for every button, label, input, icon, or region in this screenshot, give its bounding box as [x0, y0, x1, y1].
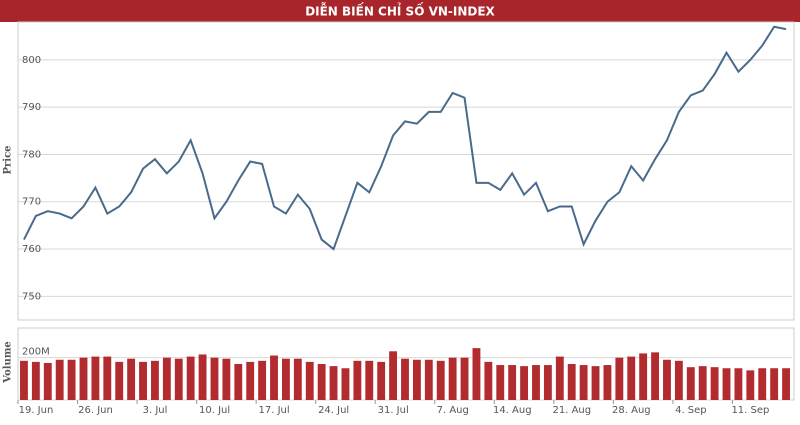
volume-bar — [258, 360, 267, 400]
x-tick-label: 14. Aug — [493, 405, 532, 416]
volume-bar — [401, 358, 409, 400]
y-tick-label: 770 — [22, 197, 41, 208]
title-bar — [0, 0, 800, 22]
volume-bar — [758, 368, 767, 400]
volume-bar — [722, 368, 731, 400]
volume-bar — [55, 359, 64, 400]
x-tick-label: 3. Jul — [143, 405, 168, 416]
volume-bar — [67, 359, 76, 400]
volume-bar — [686, 367, 695, 400]
volume-bar — [377, 361, 386, 400]
volume-bar — [115, 361, 124, 400]
volume-bar — [663, 359, 671, 400]
volume-bar — [20, 360, 28, 400]
y2-axis-label: Volume — [3, 341, 14, 384]
volume-bar — [281, 358, 290, 400]
volume-bar — [698, 366, 707, 400]
volume-bar — [782, 368, 790, 400]
volume-bar — [424, 359, 433, 400]
volume-bar — [103, 356, 112, 400]
y-tick-label: 750 — [22, 291, 41, 302]
volume-bar — [472, 348, 481, 400]
volume-bar — [198, 354, 207, 400]
volume-bar — [246, 361, 255, 400]
volume-bar — [651, 352, 659, 400]
volume-bar — [293, 358, 302, 400]
y-tick-label: 760 — [22, 244, 41, 255]
price-line — [23, 25, 787, 251]
volume-bar — [127, 358, 136, 400]
volume-bar — [615, 357, 624, 400]
volume-bar — [579, 365, 588, 400]
volume-bar — [591, 366, 600, 400]
volume-bar — [186, 356, 195, 400]
x-tick-label: 7. Aug — [437, 405, 469, 416]
volume-bar — [365, 360, 374, 400]
volume-bar — [508, 365, 517, 400]
x-tick-label: 28. Aug — [612, 405, 651, 416]
y-axis-label: Price — [3, 145, 14, 174]
volume-bar — [567, 364, 576, 400]
volume-bar — [674, 360, 683, 400]
volume-bar — [353, 360, 362, 400]
volume-bar — [79, 357, 88, 400]
volume-bar — [520, 366, 529, 400]
x-tick-label: 17. Jul — [259, 405, 290, 416]
volume-bar — [734, 368, 743, 400]
volume-bar — [448, 357, 457, 400]
x-tick-label: 19. Jun — [19, 405, 54, 416]
y-tick-label: 800 — [22, 55, 41, 66]
chart-title: DIỄN BIẾN CHỈ SỐ VN-INDEX — [305, 2, 495, 19]
volume-bar — [329, 366, 338, 400]
y-tick-label: 780 — [22, 149, 41, 160]
volume-bar — [234, 364, 243, 400]
volume-bar — [496, 365, 505, 400]
x-tick-label: 21. Aug — [552, 405, 591, 416]
volume-bar — [162, 357, 171, 400]
volume-bar — [639, 353, 648, 400]
volume-bar — [746, 370, 755, 400]
price-frame — [17, 21, 795, 321]
y-tick-label: 790 — [22, 102, 41, 113]
volume-bar — [710, 367, 719, 400]
volume-bar — [43, 362, 52, 400]
volume-bar — [555, 356, 564, 400]
x-tick-label: 10. Jul — [199, 405, 230, 416]
volume-bar — [151, 360, 159, 400]
x-tick-label: 31. Jul — [378, 405, 409, 416]
volume-bar — [543, 365, 552, 400]
volume-bar — [210, 357, 219, 400]
volume-bar — [91, 356, 100, 400]
volume-bar — [317, 364, 326, 400]
volume-bar — [770, 368, 779, 400]
volume-bar — [31, 361, 40, 400]
volume-bar — [389, 351, 398, 400]
volume-bar — [484, 361, 493, 400]
volume-bar — [412, 359, 421, 400]
x-tick-label: 24. Jul — [318, 405, 349, 416]
volume-bar — [305, 361, 314, 400]
volume-bar — [139, 361, 147, 400]
x-tick-label: 11. Sep — [731, 405, 769, 416]
volume-bar — [532, 365, 540, 400]
volume-bar — [174, 358, 183, 400]
volume-bar — [436, 360, 445, 400]
y2-tick-label: 200M — [22, 347, 50, 358]
volume-bar — [270, 355, 278, 400]
volume-bar — [627, 356, 636, 400]
x-tick-label: 4. Sep — [675, 405, 707, 416]
x-tick-label: 26. Jun — [78, 405, 113, 416]
volume-bar — [341, 368, 350, 400]
volume-bar — [603, 365, 612, 400]
volume-bar — [460, 357, 469, 400]
volume-bar — [222, 358, 231, 400]
